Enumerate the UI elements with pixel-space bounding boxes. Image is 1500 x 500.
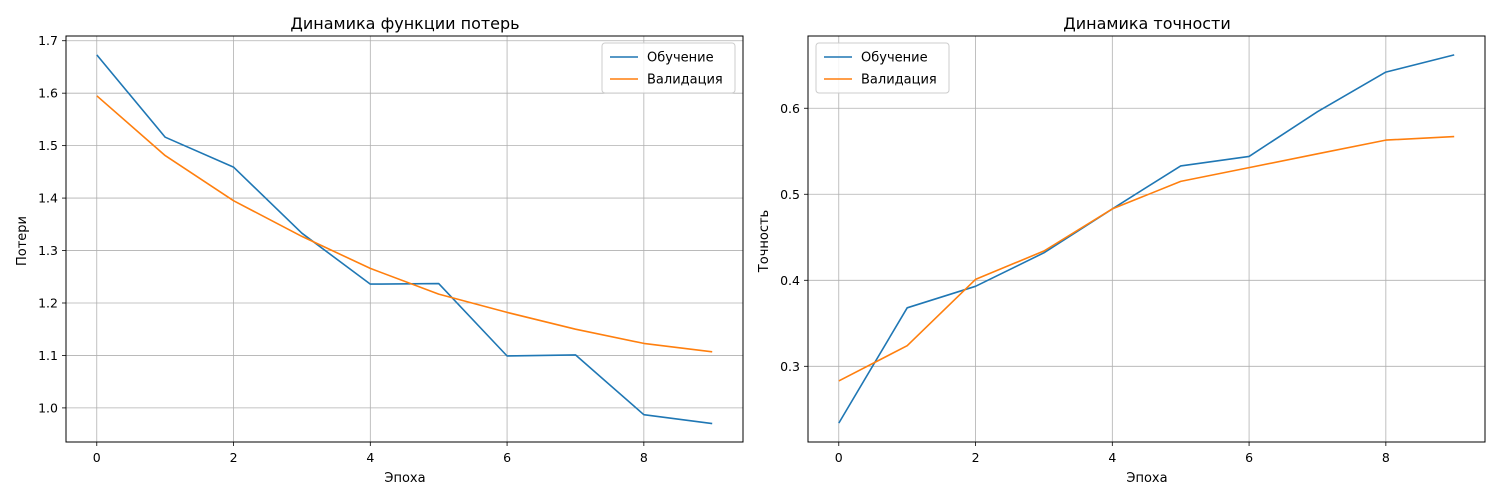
accuracy-grid [808,36,1485,442]
loss-x-tick-label: 0 [93,450,101,465]
loss-y-tick-label: 1.1 [38,348,58,363]
loss-legend: Обучение Валидация [601,42,736,94]
loss-ticks: 0 2 4 6 8 1.0 1.1 1.2 1.3 1.4 1.5 1.6 1.7 [38,33,648,465]
loss-chart-panel: Динамика функции потерь 0 2 4 6 8 1.0 1.1 1.2 1.… [15,14,744,486]
loss-y-tick-label: 1.2 [38,295,58,310]
accuracy-x-tick-label: 4 [1108,450,1116,465]
loss-x-tick-label: 2 [230,450,238,465]
loss-series-line-train [96,54,713,425]
accuracy-y-tick-label: 0.3 [780,359,800,374]
accuracy-legend-label: Обучение [861,51,928,66]
accuracy-ticks: 0 2 4 6 8 0.3 0.4 0.5 0.6 [780,101,1390,465]
loss-y-tick-label: 1.3 [38,243,58,258]
accuracy-x-axis-label: Эпоха [1126,471,1167,486]
accuracy-legend-box [815,42,950,94]
loss-y-tick-label: 1.6 [38,86,58,101]
accuracy-y-axis-label: Точность [757,210,772,273]
loss-x-axis-label: Эпоха [384,471,425,486]
accuracy-y-tick-label: 0.6 [780,101,800,116]
loss-y-tick-label: 1.5 [38,138,58,153]
accuracy-x-tick-label: 8 [1382,450,1390,465]
loss-x-tick-label: 8 [640,450,648,465]
loss-y-tick-label: 1.0 [38,400,58,415]
accuracy-series-line-validation [838,135,1455,382]
loss-series-lines [96,54,713,425]
accuracy-chart-panel: Динамика точности 0 2 4 6 8 0.3 0.4 0.5 0.6 Эпох… [757,14,1486,486]
accuracy-legend-label: Валидация [861,73,937,88]
accuracy-series-line-train [838,54,1455,424]
loss-legend-box [601,42,736,94]
accuracy-chart-title: Динамика точности [1063,14,1231,33]
accuracy-x-tick-label: 0 [835,450,843,465]
accuracy-y-tick-label: 0.5 [780,187,800,202]
loss-y-tick-label: 1.4 [38,191,58,206]
accuracy-plot-frame [807,35,1486,443]
loss-x-tick-label: 4 [366,450,374,465]
accuracy-x-tick-label: 6 [1245,450,1253,465]
accuracy-legend: Обучение Валидация [815,42,950,94]
accuracy-series-lines [838,54,1455,424]
accuracy-x-tick-label: 2 [972,450,980,465]
loss-y-tick-label: 1.7 [38,33,58,48]
loss-series-line-validation [96,95,713,353]
loss-legend-label: Валидация [647,73,723,88]
loss-grid [66,36,743,442]
loss-plot-frame [65,35,744,443]
loss-x-tick-label: 6 [503,450,511,465]
loss-y-axis-label: Потери [15,216,30,266]
loss-chart-title: Динамика функции потерь [290,14,519,33]
loss-legend-label: Обучение [647,51,714,66]
accuracy-y-tick-label: 0.4 [780,273,800,288]
